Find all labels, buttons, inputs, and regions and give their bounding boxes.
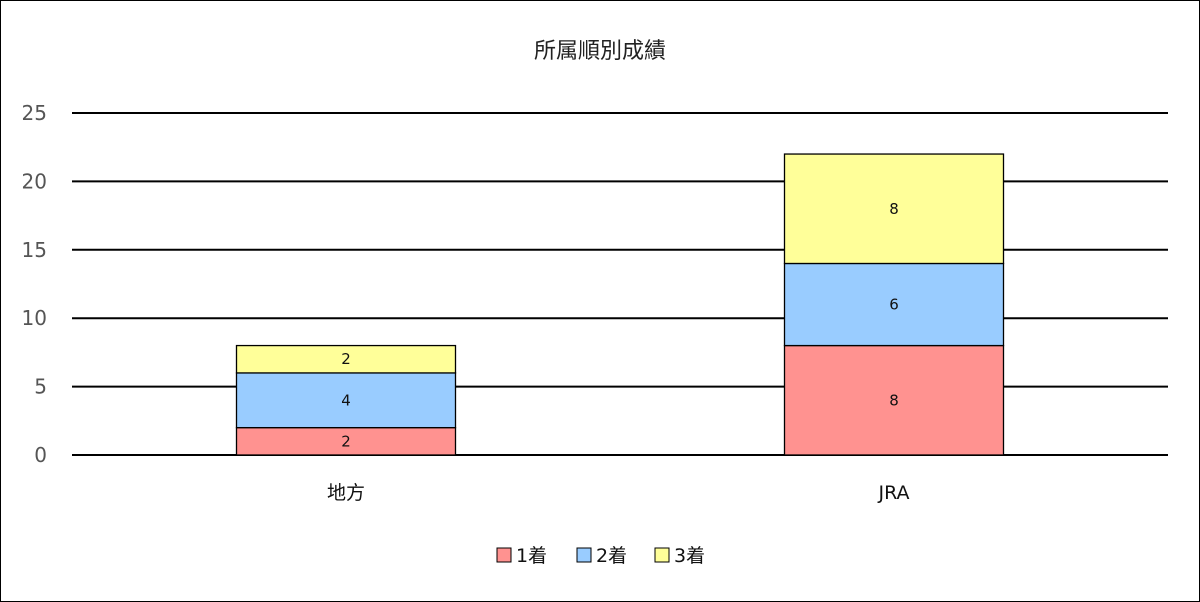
- bar-segment: [235, 426, 457, 456]
- legend-swatch: [654, 547, 670, 563]
- legend-label: 1着: [516, 545, 547, 567]
- bar-segment: [783, 262, 1005, 347]
- data-label: 6: [889, 296, 899, 314]
- y-tick-label: 10: [22, 306, 47, 330]
- x-tick-label: JRA: [877, 482, 909, 504]
- legend: 1着 2着 3着: [496, 545, 705, 567]
- legend-swatch: [576, 547, 592, 563]
- data-label: 2: [341, 432, 351, 450]
- x-axis-ticks: 地方 JRA: [327, 482, 910, 504]
- bar-segment: [783, 153, 1005, 265]
- chart-title: 所属順別成績: [534, 39, 666, 64]
- y-tick-label: 20: [22, 169, 47, 193]
- x-tick-label: 地方: [327, 482, 365, 504]
- data-label: 8: [889, 200, 899, 218]
- data-label: 8: [889, 391, 899, 409]
- y-tick-label: 15: [22, 238, 47, 262]
- bars: 2 4 2 8 6 8: [235, 153, 1005, 456]
- y-tick-label: 25: [22, 101, 47, 125]
- data-label: 4: [341, 391, 351, 409]
- y-axis-ticks: 0 5 10 15 20 25: [22, 101, 47, 467]
- y-tick-label: 5: [34, 375, 47, 399]
- legend-label: 2着: [596, 545, 627, 567]
- legend-label: 3着: [674, 545, 705, 567]
- legend-swatch: [496, 547, 512, 563]
- y-tick-label: 0: [34, 443, 47, 467]
- bar-segment: [783, 344, 1005, 456]
- data-label: 2: [341, 350, 351, 368]
- bar-segment: [235, 372, 457, 429]
- bar-segment: [235, 344, 457, 374]
